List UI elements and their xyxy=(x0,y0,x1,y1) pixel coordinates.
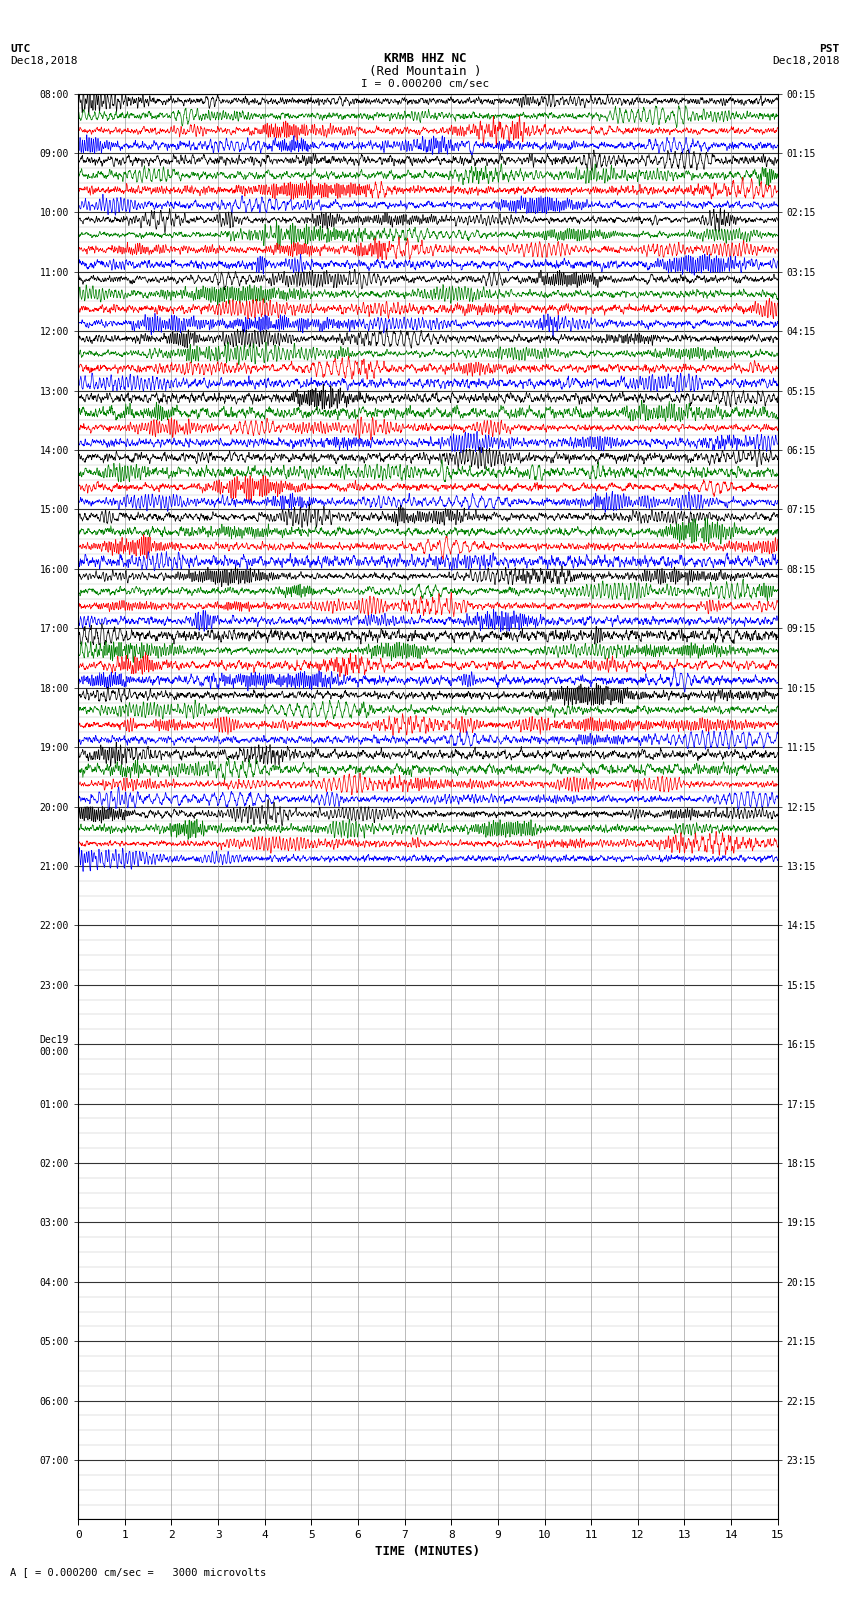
Text: UTC: UTC xyxy=(10,44,31,53)
Text: (Red Mountain ): (Red Mountain ) xyxy=(369,65,481,77)
Text: Dec18,2018: Dec18,2018 xyxy=(10,56,77,66)
Text: PST: PST xyxy=(819,44,840,53)
X-axis label: TIME (MINUTES): TIME (MINUTES) xyxy=(376,1545,480,1558)
Text: Dec18,2018: Dec18,2018 xyxy=(773,56,840,66)
Text: I = 0.000200 cm/sec: I = 0.000200 cm/sec xyxy=(361,79,489,89)
Text: A [ = 0.000200 cm/sec =   3000 microvolts: A [ = 0.000200 cm/sec = 3000 microvolts xyxy=(10,1568,266,1578)
Text: KRMB HHZ NC: KRMB HHZ NC xyxy=(383,52,467,65)
